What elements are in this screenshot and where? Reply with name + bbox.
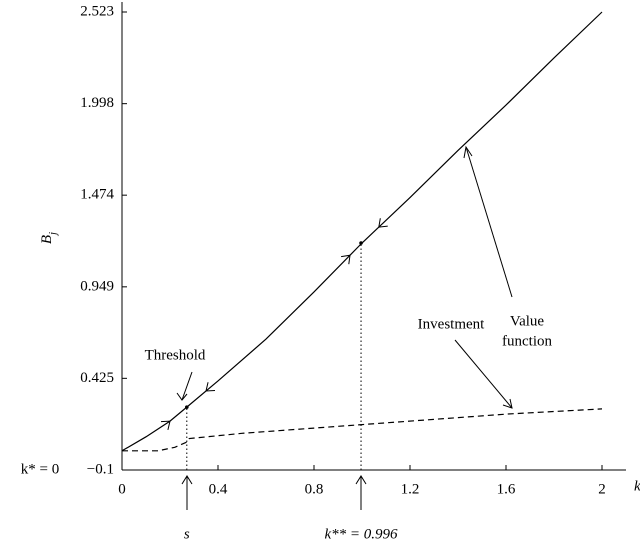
- line-series: [122, 408, 603, 452]
- arrowhead: [463, 145, 473, 159]
- y-label-main: B: [39, 235, 55, 244]
- x-tick-label: 1.2: [401, 481, 420, 497]
- y-axis-label: Bj: [39, 232, 58, 244]
- x-tick-label: 1.6: [497, 481, 516, 497]
- annotation: k* = 0: [21, 461, 59, 477]
- direction-arrow: [341, 254, 351, 265]
- arrow: [181, 371, 193, 401]
- x-tick-label: 0.4: [209, 481, 228, 497]
- x-tick-label: 2: [598, 481, 606, 497]
- direction-arrow: [378, 218, 388, 228]
- direction-arrow: [205, 382, 216, 392]
- y-tick-label: 0.425: [80, 370, 114, 386]
- y-tick-label: 0.949: [80, 278, 114, 294]
- x-tick-label: 0.8: [305, 481, 324, 497]
- annotation: Threshold: [145, 347, 206, 363]
- marker-point: [359, 241, 363, 245]
- arrowhead: [502, 398, 513, 409]
- marker-point: [185, 405, 189, 409]
- arrowhead: [355, 475, 367, 485]
- y-tick-label: −0.1: [87, 461, 114, 477]
- x-tick-label: 0: [118, 481, 126, 497]
- y-tick-label: 1.998: [80, 95, 114, 111]
- y-tick-label: 1.474: [80, 187, 114, 203]
- arrow: [454, 339, 513, 409]
- marker-label: s: [184, 526, 190, 542]
- annotation-arrows: [176, 145, 513, 510]
- x-axis-label: k: [634, 478, 640, 494]
- arrowhead: [181, 475, 193, 485]
- y-tick-label: 2.523: [80, 3, 114, 19]
- annotation: Value: [510, 313, 544, 329]
- arrowhead: [176, 392, 188, 401]
- direction-arrow: [160, 420, 171, 430]
- line-series: [121, 11, 603, 452]
- marker-label: k** = 0.996: [325, 526, 399, 542]
- arrow: [465, 146, 513, 298]
- annotation: Investment: [418, 316, 485, 332]
- y-axis-label-group: Bj: [39, 232, 58, 244]
- y-label-sub: j: [47, 232, 59, 237]
- annotation: function: [502, 333, 552, 349]
